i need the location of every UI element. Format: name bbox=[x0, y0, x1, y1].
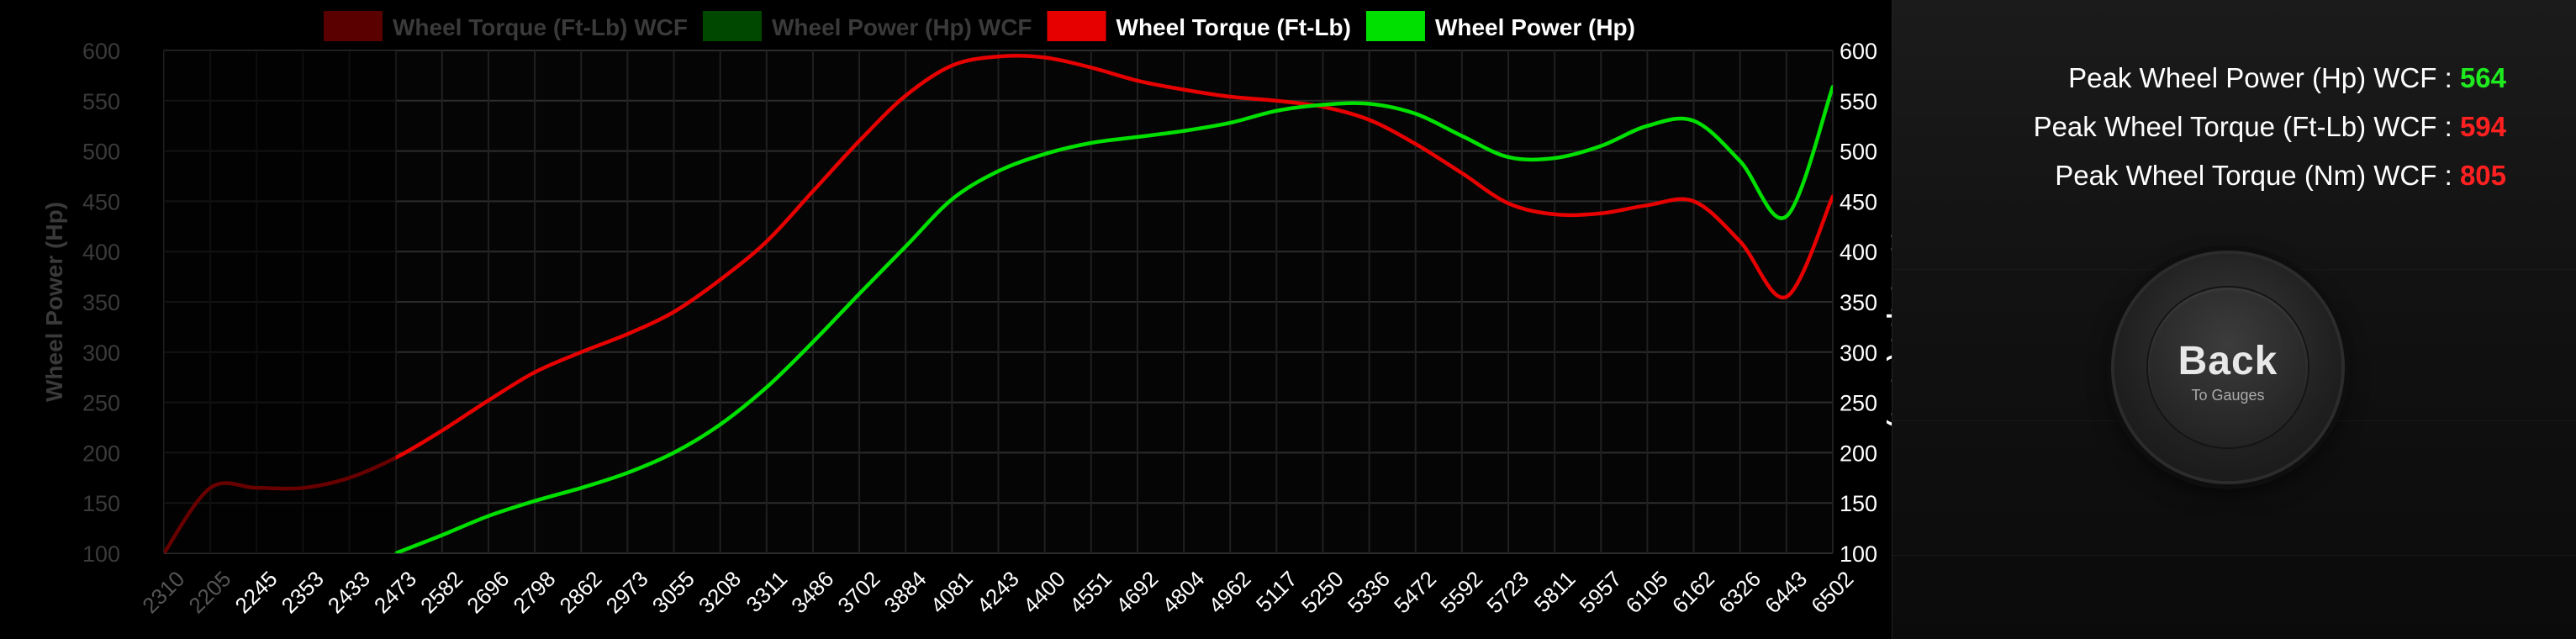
x-tick-label: 2696 bbox=[462, 566, 514, 618]
y-left-tick-label: 300 bbox=[82, 341, 120, 366]
peak-value: 594 bbox=[2459, 111, 2506, 142]
panel-tile-line bbox=[1892, 555, 2576, 556]
legend-label: Wheel Torque (Ft-Lb) WCF bbox=[393, 14, 688, 40]
x-tick-label: 2582 bbox=[415, 566, 467, 618]
peak-value: 564 bbox=[2459, 62, 2506, 93]
y-right-tick-label: 400 bbox=[1840, 240, 1877, 265]
x-tick-label: 2862 bbox=[555, 566, 607, 618]
x-tick-label: 3702 bbox=[832, 566, 884, 618]
x-tick-label: 4804 bbox=[1157, 566, 1209, 618]
low-rpm-dim-overlay bbox=[164, 50, 396, 553]
series-line-wheel-torque bbox=[164, 54, 1833, 553]
chart-svg: 100 150 200 250 300 350 400 450 500 550 600 100 150 2… bbox=[41, 11, 1892, 618]
y-left-tick-label: 250 bbox=[82, 391, 120, 416]
x-tick-label: 4551 bbox=[1064, 566, 1116, 618]
y-left-tick-label: 450 bbox=[82, 189, 120, 214]
peak-label: Peak Wheel Power (Hp) WCF : bbox=[2068, 62, 2460, 93]
legend-label: Wheel Power (Hp) bbox=[1435, 14, 1635, 40]
x-tick-label: 6326 bbox=[1713, 566, 1766, 618]
y-left-tick-label: 500 bbox=[82, 140, 120, 165]
y-left-tick-label: 600 bbox=[82, 39, 120, 64]
peak-wheel-power-wcf: Peak Wheel Power (Hp) WCF : 564 bbox=[2068, 57, 2506, 99]
back-button-face[interactable]: Back To Gauges bbox=[2148, 288, 2308, 447]
peak-value: 805 bbox=[2459, 160, 2506, 191]
x-tick-label: 5250 bbox=[1296, 566, 1349, 618]
x-tick-label: 3311 bbox=[741, 566, 792, 617]
y-left-tick-label: 550 bbox=[82, 89, 120, 114]
back-button-sublabel: To Gauges bbox=[2191, 387, 2265, 404]
x-tick-label: 5336 bbox=[1343, 566, 1395, 618]
x-tick-label: 2973 bbox=[601, 566, 653, 618]
peak-label: Peak Wheel Torque (Ft-Lb) WCF : bbox=[2033, 111, 2460, 142]
y-left-axis-title: Wheel Power (Hp) bbox=[41, 202, 67, 402]
y-right-tick-label: 500 bbox=[1840, 140, 1877, 165]
x-tick-label: 4243 bbox=[972, 566, 1024, 618]
y-right-tick-label: 150 bbox=[1840, 491, 1877, 516]
x-tick-label: 3208 bbox=[694, 566, 746, 618]
x-tick-label: 4400 bbox=[1018, 566, 1070, 618]
x-tick-label: 5472 bbox=[1389, 566, 1441, 618]
series-line-wheel-power bbox=[393, 84, 1833, 553]
x-tick-label: 6105 bbox=[1621, 566, 1673, 618]
y-right-tick-label: 200 bbox=[1840, 441, 1877, 466]
x-tick-label: 2310 bbox=[137, 566, 189, 618]
peak-wheel-torque-nm-wcf: Peak Wheel Torque (Nm) WCF : 805 bbox=[2055, 155, 2506, 197]
x-tick-label: 2245 bbox=[230, 566, 282, 618]
x-tick-label: 5957 bbox=[1575, 566, 1627, 618]
y-right-tick-label: 250 bbox=[1840, 391, 1877, 416]
y-left-tick-label: 400 bbox=[82, 240, 120, 265]
legend-swatch bbox=[324, 11, 383, 41]
x-tick-label: 6162 bbox=[1667, 566, 1719, 618]
x-tick-label: 4692 bbox=[1111, 566, 1163, 618]
y-right-tick-label: 550 bbox=[1840, 89, 1877, 114]
x-tick-label: 2433 bbox=[323, 566, 375, 618]
x-tick-label: 2473 bbox=[369, 566, 421, 618]
x-tick-label: 5117 bbox=[1251, 566, 1302, 617]
legend-swatch bbox=[702, 11, 762, 41]
x-tick-label: 4081 bbox=[926, 566, 978, 618]
x-tick-label: 5592 bbox=[1435, 566, 1487, 618]
panel-tile-line bbox=[1892, 126, 2576, 127]
legend-swatch bbox=[1047, 11, 1106, 41]
legend-label: Wheel Torque (Ft-Lb) bbox=[1116, 14, 1351, 40]
x-tick-label: 2798 bbox=[508, 566, 560, 618]
y-left-tick-label: 200 bbox=[82, 441, 120, 466]
legend-swatch bbox=[1365, 11, 1425, 41]
y-right-tick-label: 350 bbox=[1840, 290, 1877, 315]
peak-wheel-torque-ftlb-wcf: Peak Wheel Torque (Ft-Lb) WCF : 594 bbox=[2034, 106, 2506, 148]
x-tick-label: 3486 bbox=[786, 566, 838, 618]
y-left-tick-label: 350 bbox=[82, 290, 120, 315]
side-panel: Peak Wheel Power (Hp) WCF : 564 Peak Whe… bbox=[1892, 0, 2576, 639]
x-tick-label: 6443 bbox=[1760, 566, 1812, 618]
x-tick-label: 3884 bbox=[879, 566, 931, 618]
y-right-tick-label: 100 bbox=[1840, 541, 1877, 567]
y-left-tick-label: 150 bbox=[82, 491, 120, 516]
y-right-tick-label: 450 bbox=[1840, 189, 1877, 214]
dyno-chart: 100 150 200 250 300 350 400 450 500 550 600 100 150 2… bbox=[41, 11, 1892, 619]
x-tick-label: 2353 bbox=[277, 566, 329, 618]
y-right-axis-title: Wheel Torque (Ft-Lb) bbox=[1887, 193, 1892, 427]
back-to-gauges-button[interactable]: Back To Gauges bbox=[2114, 254, 2341, 481]
x-tick-label: 4962 bbox=[1203, 566, 1255, 618]
x-tick-label: 6502 bbox=[1806, 566, 1858, 618]
y-right-tick-label: 600 bbox=[1840, 39, 1877, 64]
y-left-tick-label: 100 bbox=[82, 541, 120, 567]
back-button-label: Back bbox=[2177, 339, 2278, 383]
y-right-tick-label: 300 bbox=[1840, 341, 1877, 366]
x-tick-label: 3055 bbox=[647, 566, 699, 618]
x-tick-label: 5811 bbox=[1529, 566, 1581, 617]
x-tick-label: 5723 bbox=[1481, 566, 1533, 618]
x-tick-label: 2205 bbox=[183, 566, 235, 618]
legend-label: Wheel Power (Hp) WCF bbox=[772, 14, 1032, 40]
peak-label: Peak Wheel Torque (Nm) WCF : bbox=[2055, 160, 2460, 191]
